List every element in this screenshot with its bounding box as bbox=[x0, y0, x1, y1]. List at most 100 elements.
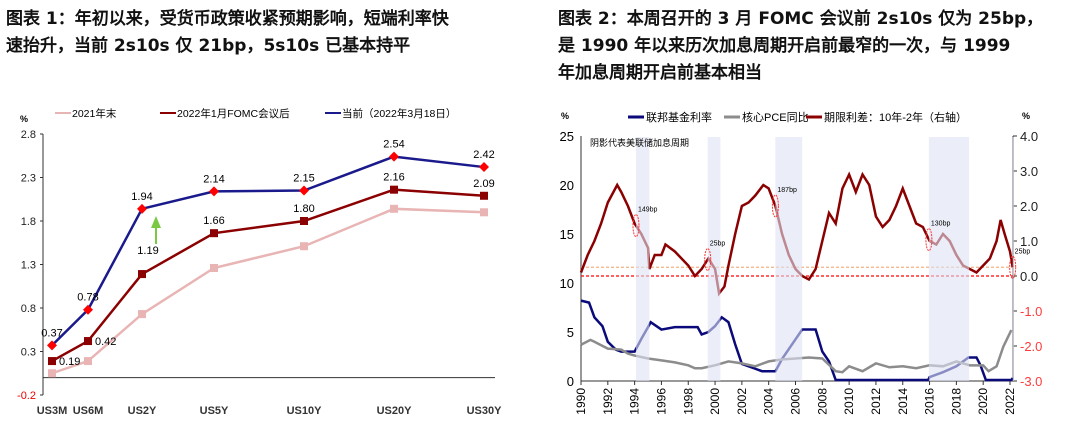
y-tick-label: -0.2 bbox=[17, 390, 36, 402]
data-point bbox=[299, 185, 309, 196]
legend-label: 2021年末 bbox=[72, 107, 117, 120]
data-label: 2.16 bbox=[383, 172, 404, 184]
x-tick-label: 2010 bbox=[842, 388, 856, 415]
annotation-ellipse bbox=[704, 248, 712, 272]
annotation-ellipse bbox=[1009, 255, 1017, 279]
data-point bbox=[480, 208, 488, 217]
data-point bbox=[209, 186, 219, 197]
left-title-line: 速抬升，当前 2s10s 仅 21bp，5s10s 已基本持平 bbox=[6, 36, 411, 56]
up-arrow-icon bbox=[151, 216, 161, 244]
annotation-label: 187bp bbox=[777, 187, 797, 194]
y-tick-label-right: 1.0 bbox=[1020, 234, 1038, 249]
data-label: 0.78 bbox=[77, 292, 98, 304]
legend-label: 期限利差：10年-2年（右轴） bbox=[824, 110, 967, 124]
x-tick-label: 2006 bbox=[789, 388, 803, 415]
data-point bbox=[480, 191, 488, 200]
x-tick-label: US6M bbox=[73, 405, 104, 417]
y-tick-label-left: 25 bbox=[560, 129, 574, 144]
annotation-label: 25bp bbox=[1015, 248, 1031, 255]
data-label: 2.14 bbox=[203, 173, 224, 185]
x-tick-label: 2016 bbox=[923, 388, 937, 415]
right-chart-title: 图表 2：本周召开的 3 月 FOMC 会议前 2s10s 仅为 25bp， 是… bbox=[558, 6, 1078, 87]
data-point bbox=[84, 337, 92, 346]
data-label: 2.09 bbox=[473, 178, 494, 190]
hike-cycle-shade bbox=[928, 137, 970, 381]
y-axis-unit: % bbox=[20, 114, 28, 124]
hike-cycle-shade bbox=[775, 137, 803, 381]
data-point bbox=[390, 204, 398, 213]
annotation-label: 149bp bbox=[638, 207, 658, 214]
legend-label: 联邦基金利率 bbox=[646, 110, 712, 124]
data-point bbox=[83, 304, 93, 315]
x-tick-label: 2004 bbox=[762, 388, 776, 415]
x-tick-label: US30Y bbox=[467, 405, 503, 417]
y-axis-unit-left: % bbox=[561, 111, 569, 121]
data-label: 2.54 bbox=[383, 139, 404, 151]
legend-label: 当前（2022年3月18日） bbox=[342, 107, 456, 120]
data-point bbox=[210, 263, 218, 272]
data-point bbox=[48, 369, 56, 378]
data-point bbox=[479, 162, 489, 173]
series-line bbox=[51, 155, 485, 347]
right-title-line: 年加息周期开启前基本相当 bbox=[558, 63, 762, 83]
data-label: 1.19 bbox=[137, 245, 158, 257]
data-label: 1.66 bbox=[203, 215, 224, 227]
data-label: 1.94 bbox=[131, 191, 152, 203]
data-label: 0.42 bbox=[95, 336, 116, 348]
shade-note: 阴影代表美联储加息周期 bbox=[590, 137, 689, 148]
data-point bbox=[389, 151, 399, 162]
x-tick-label: 2022 bbox=[1003, 388, 1017, 415]
x-tick-label: 2014 bbox=[896, 388, 910, 415]
data-point bbox=[137, 203, 147, 214]
y-tick-label: 1.3 bbox=[21, 260, 36, 272]
x-tick-label: 2002 bbox=[735, 388, 749, 415]
x-tick-label: US20Y bbox=[377, 405, 413, 417]
x-tick-label: US3M bbox=[37, 405, 68, 417]
y-tick-label-right: -1.0 bbox=[1020, 304, 1042, 319]
hike-cycle-shade bbox=[635, 137, 650, 381]
y-tick-label-left: 10 bbox=[560, 276, 574, 291]
y-tick-label: 2.3 bbox=[21, 173, 36, 185]
data-point bbox=[300, 217, 308, 225]
y-tick-label-right: 3.0 bbox=[1020, 164, 1038, 179]
data-point bbox=[48, 357, 56, 366]
annotation-label: 25bp bbox=[710, 241, 726, 248]
right-title-line: 是 1990 年以来历次加息周期开启前最窄的一次，与 1999 bbox=[558, 36, 1011, 56]
y-axis-unit-right: % bbox=[1022, 111, 1030, 121]
data-label: 2.15 bbox=[293, 173, 314, 185]
data-point bbox=[138, 310, 146, 319]
x-tick-label: 1998 bbox=[681, 388, 695, 415]
data-label: 2.42 bbox=[473, 149, 494, 161]
legend-label: 核心PCE同比 bbox=[742, 110, 809, 124]
left-chart-title: 图表 1：年初以来，受货币政策收紧预期影响，短端利率快 速抬升，当前 2s10s… bbox=[6, 6, 536, 60]
x-tick-label: 2020 bbox=[976, 388, 990, 415]
y-tick-label: 0.3 bbox=[21, 347, 36, 359]
data-label: 0.19 bbox=[59, 356, 80, 368]
annotation-ellipse bbox=[925, 228, 933, 252]
x-tick-label: 1996 bbox=[654, 388, 668, 415]
y-tick-label-right: -2.0 bbox=[1020, 339, 1042, 354]
data-point bbox=[138, 270, 146, 279]
y-tick-label-right: -3.0 bbox=[1020, 374, 1042, 389]
x-tick-label: US2Y bbox=[128, 405, 157, 417]
data-label: 1.80 bbox=[293, 203, 314, 215]
y-tick-label: 0.8 bbox=[21, 303, 36, 315]
x-tick-label: 2008 bbox=[815, 388, 829, 415]
data-point bbox=[300, 242, 308, 251]
annotation-label: 130bp bbox=[931, 221, 951, 228]
annotation-ellipse bbox=[771, 194, 779, 218]
x-tick-label: 1994 bbox=[628, 388, 642, 415]
x-tick-label: 2000 bbox=[708, 388, 722, 415]
x-tick-label: 2012 bbox=[869, 388, 883, 415]
left-title-line: 图表 1：年初以来，受货币政策收紧预期影响，短端利率快 bbox=[6, 9, 449, 29]
data-point bbox=[390, 185, 398, 194]
hike-cycle-shade bbox=[707, 137, 721, 381]
annotation-ellipse bbox=[632, 214, 640, 238]
right-title-line: 图表 2：本周召开的 3 月 FOMC 会议前 2s10s 仅为 25bp， bbox=[558, 9, 1044, 29]
y-tick-label-left: 5 bbox=[567, 325, 574, 340]
y-tick-label-left: 0 bbox=[567, 374, 574, 389]
data-label: 0.37 bbox=[41, 327, 62, 339]
hike-cycle-shade bbox=[1012, 137, 1015, 381]
y-tick-label-right: 4.0 bbox=[1020, 129, 1038, 144]
